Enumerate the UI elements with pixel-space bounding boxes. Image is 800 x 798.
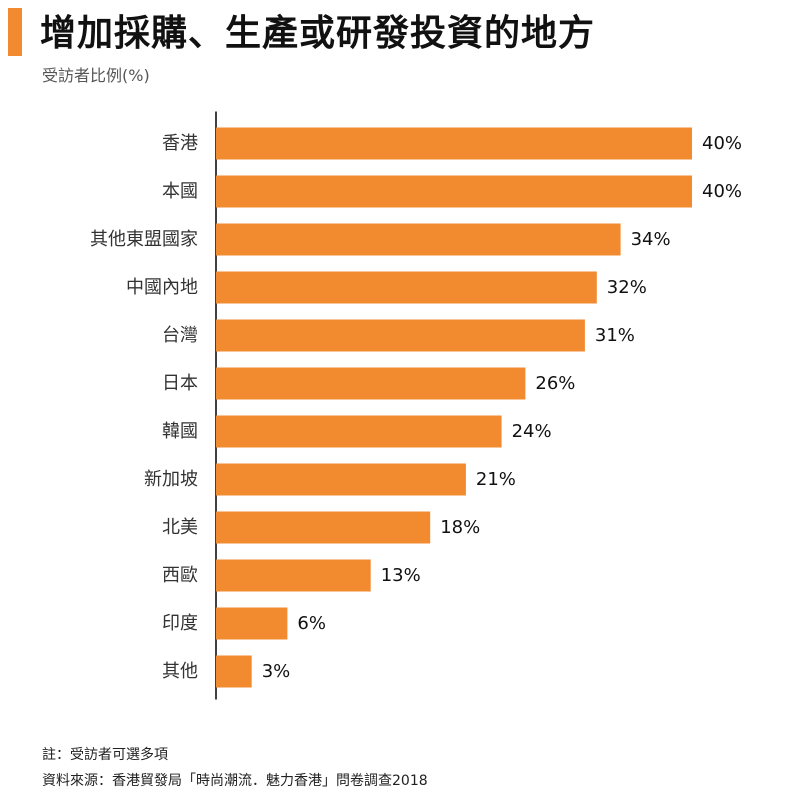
category-label: 日本 bbox=[162, 373, 198, 394]
category-label: 新加坡 bbox=[144, 469, 198, 490]
category-label: 台灣 bbox=[162, 325, 198, 346]
category-label: 西歐 bbox=[162, 565, 198, 586]
title-accent-bar bbox=[8, 8, 22, 56]
bar bbox=[216, 271, 597, 304]
value-label: 40% bbox=[702, 181, 742, 202]
bar bbox=[216, 559, 371, 592]
value-label: 6% bbox=[297, 613, 326, 634]
value-label: 21% bbox=[476, 469, 516, 490]
value-label: 34% bbox=[631, 229, 671, 250]
bar bbox=[216, 367, 526, 400]
bar bbox=[216, 655, 252, 688]
bar bbox=[216, 511, 431, 544]
category-label: 北美 bbox=[162, 517, 198, 538]
category-label: 印度 bbox=[162, 613, 198, 634]
value-label: 31% bbox=[595, 325, 635, 346]
bar bbox=[216, 607, 288, 640]
category-label: 其他東盟國家 bbox=[90, 229, 198, 250]
value-label: 13% bbox=[381, 565, 421, 586]
bar bbox=[216, 127, 692, 160]
chart-title: 增加採購、生產或研發投資的地方 bbox=[40, 13, 596, 54]
bar bbox=[216, 223, 621, 256]
bar bbox=[216, 415, 502, 448]
bar bbox=[216, 175, 692, 208]
category-label: 本國 bbox=[162, 181, 198, 202]
value-label: 40% bbox=[702, 133, 742, 154]
category-label: 中國內地 bbox=[126, 277, 198, 298]
value-label: 18% bbox=[440, 517, 480, 538]
value-label: 26% bbox=[535, 373, 575, 394]
footnote: 註：受訪者可選多項 bbox=[42, 747, 168, 763]
category-label: 其他 bbox=[162, 661, 198, 682]
source-note: 資料來源：香港貿發局「時尚潮流．魅力香港」問卷調查2018 bbox=[42, 773, 428, 789]
category-label: 韓國 bbox=[162, 421, 198, 442]
bar bbox=[216, 319, 585, 352]
bar bbox=[216, 463, 466, 496]
value-label: 32% bbox=[607, 277, 647, 298]
chart-subtitle: 受訪者比例(%) bbox=[42, 66, 150, 85]
category-label: 香港 bbox=[162, 133, 198, 154]
value-label: 3% bbox=[262, 661, 291, 682]
value-label: 24% bbox=[512, 421, 552, 442]
